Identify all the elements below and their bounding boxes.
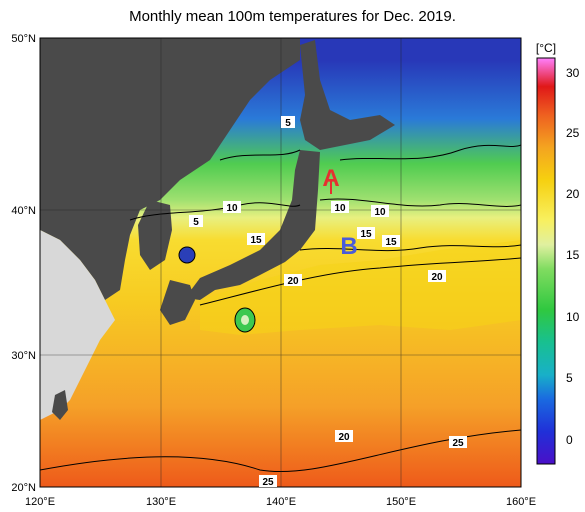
- svg-text:15: 15: [250, 235, 262, 246]
- colorbar-tick: 10: [566, 310, 580, 324]
- contour-label: 5: [189, 215, 203, 228]
- contour-label: 15: [247, 233, 265, 246]
- map-frame: [39, 37, 522, 488]
- lon-label: 120°E: [25, 496, 55, 508]
- contour-label: 20: [284, 274, 302, 287]
- lon-label: 150°E: [386, 496, 416, 508]
- lon-label: 140°E: [266, 496, 296, 508]
- japan-sea-eddy: [178, 246, 196, 264]
- lon-label: 130°E: [146, 496, 176, 508]
- svg-text:5: 5: [193, 217, 199, 228]
- cold-eddy-core: [241, 315, 249, 325]
- latitude-labels: 50°N 40°N 30°N 20°N: [11, 33, 36, 494]
- contour-label: 15: [382, 235, 400, 248]
- colorbar-tick: 30: [566, 66, 580, 80]
- svg-text:10: 10: [334, 203, 346, 214]
- contour-label: 20: [428, 270, 446, 283]
- grid: [40, 38, 521, 487]
- lon-label: 160°E: [506, 496, 536, 508]
- lat-label: 20°N: [11, 482, 36, 494]
- land-taiwan: [52, 390, 68, 420]
- contour-label: 15: [357, 227, 375, 240]
- svg-text:10: 10: [374, 207, 386, 218]
- svg-text:B: B: [340, 233, 357, 260]
- lat-label: 50°N: [11, 33, 36, 45]
- colorbar-unit: [°C]: [536, 41, 556, 55]
- lat-label: 40°N: [11, 205, 36, 217]
- svg-text:15: 15: [360, 229, 372, 240]
- svg-text:25: 25: [262, 477, 274, 488]
- svg-text:25: 25: [452, 438, 464, 449]
- contour-label: 25: [259, 475, 277, 488]
- contour-label-group: 5 5 10 15 10 10 15 15 20 20 20 25 25: [189, 116, 467, 488]
- colorbar-tick: 20: [566, 187, 580, 201]
- point-b-marker: B: [340, 233, 357, 260]
- colorbar-tick: 25: [566, 126, 580, 140]
- colorbar-tick: 5: [566, 371, 573, 385]
- longitude-labels: 120°E 130°E 140°E 150°E 160°E: [25, 496, 536, 508]
- colorbar-tick: 0: [566, 433, 573, 447]
- contour-label: 10: [371, 205, 389, 218]
- colorbar-tick: 15: [566, 248, 580, 262]
- land-kyushu: [160, 280, 195, 325]
- colorbar-scale: [536, 57, 556, 465]
- svg-text:20: 20: [287, 276, 299, 287]
- contour-label: 10: [223, 201, 241, 214]
- svg-text:20: 20: [431, 272, 443, 283]
- map-title: Monthly mean 100m temperatures for Dec. …: [129, 8, 456, 25]
- contour-label: 10: [331, 201, 349, 214]
- contour-label: 5: [281, 116, 295, 129]
- point-a-marker: A: [322, 165, 340, 194]
- land-honshu: [185, 150, 320, 300]
- svg-text:10: 10: [226, 203, 238, 214]
- land-hokkaido: [300, 40, 395, 150]
- colorbar: [°C] 30 25 20 15 10 5 0: [536, 41, 580, 465]
- land-china: [40, 230, 115, 420]
- lat-label: 30°N: [11, 350, 36, 362]
- land-korea: [138, 200, 172, 270]
- contour-label: 20: [335, 430, 353, 443]
- land-northwest: [40, 38, 300, 300]
- svg-text:15: 15: [385, 237, 397, 248]
- svg-text:5: 5: [285, 118, 291, 129]
- contour-label: 25: [449, 436, 467, 449]
- svg-text:A: A: [322, 165, 339, 192]
- svg-text:20: 20: [338, 432, 350, 443]
